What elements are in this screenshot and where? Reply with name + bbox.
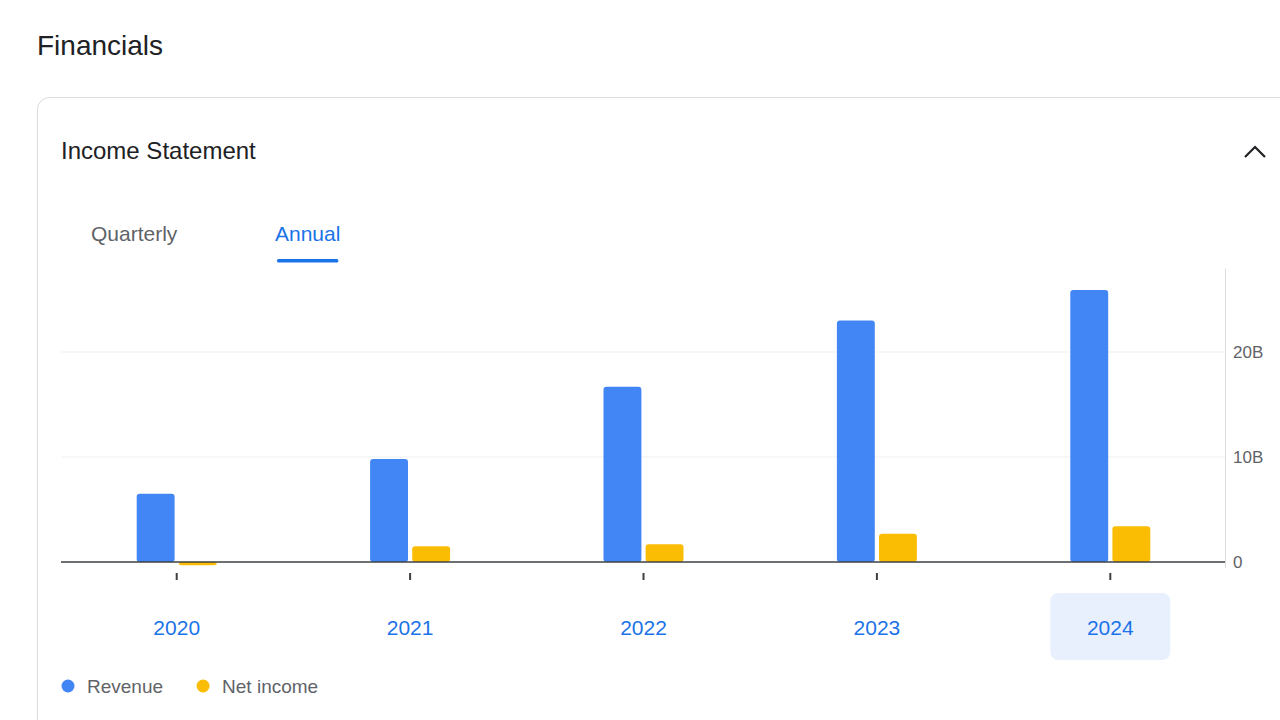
legend-swatch [197, 680, 210, 693]
bars [137, 290, 1151, 565]
bar [370, 459, 408, 562]
y-tick-label: 10B [1233, 448, 1263, 467]
bar [412, 546, 450, 562]
legend-label: Net income [222, 676, 318, 697]
collapse-icon[interactable] [1245, 147, 1265, 157]
grid-line [61, 457, 1225, 458]
y-tick: 0 [1225, 553, 1242, 572]
grid [61, 352, 1225, 457]
y-tick: 20B [1225, 343, 1263, 362]
y-axis-line [1225, 269, 1226, 568]
x-tick-mark [1109, 573, 1111, 580]
chart-page: Financials Income Statement Quarterly Annua… [0, 0, 1280, 720]
y-axis: 0 10B 20B [1225, 269, 1263, 572]
category-highlight [1050, 593, 1170, 660]
page-heading: Financials [37, 30, 163, 61]
x-tick-label[interactable]: 2022 [620, 616, 667, 639]
x-tick: 2022 [620, 573, 667, 639]
x-tick-label[interactable]: 2021 [387, 616, 434, 639]
bar [604, 387, 642, 562]
x-tick: 2020 [153, 573, 200, 639]
tab[interactable]: Quarterly [91, 222, 178, 245]
x-axis: 2020 2021 2022 2023 2024 [153, 573, 1134, 639]
y-tick: 10B [1225, 448, 1263, 467]
x-tick-mark [643, 573, 645, 580]
x-tick: 2023 [854, 573, 901, 639]
y-tick-label: 20B [1233, 343, 1263, 362]
x-tick-label[interactable]: 2023 [854, 616, 901, 639]
bar [1112, 526, 1150, 562]
card-frame [38, 98, 1280, 720]
bar [879, 534, 917, 562]
x-tick: 2024 [1087, 573, 1134, 639]
bar [837, 321, 875, 563]
chart-title: Income Statement [61, 137, 256, 164]
x-tick-mark [876, 573, 878, 580]
x-tick: 2021 [387, 573, 434, 639]
x-tick-label[interactable]: 2020 [153, 616, 200, 639]
bar [137, 494, 175, 562]
x-tick-label[interactable]: 2024 [1087, 616, 1134, 639]
bar [1070, 290, 1108, 562]
tab[interactable]: Annual [275, 222, 340, 245]
bar [646, 544, 684, 562]
tab-underline [277, 259, 338, 263]
legend-label: Revenue [87, 676, 163, 697]
x-tick-mark [176, 573, 178, 580]
legend-swatch [62, 680, 75, 693]
zero-line [61, 561, 1225, 563]
legend: Revenue Net income [62, 676, 319, 697]
x-tick-mark [409, 573, 411, 580]
y-tick-label: 0 [1233, 553, 1242, 572]
grid-line [61, 352, 1225, 353]
